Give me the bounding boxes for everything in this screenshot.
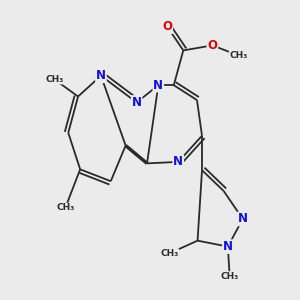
Text: O: O <box>207 39 218 52</box>
Text: N: N <box>223 240 233 253</box>
Text: O: O <box>162 20 172 33</box>
Text: CH₃: CH₃ <box>160 249 178 258</box>
Text: CH₃: CH₃ <box>230 51 248 60</box>
Text: CH₃: CH₃ <box>45 75 63 84</box>
Text: N: N <box>153 79 163 92</box>
Text: N: N <box>96 69 106 82</box>
Text: N: N <box>238 212 248 226</box>
Text: N: N <box>132 96 142 109</box>
Text: CH₃: CH₃ <box>220 272 239 281</box>
Text: CH₃: CH₃ <box>56 203 74 212</box>
Text: N: N <box>173 155 183 168</box>
